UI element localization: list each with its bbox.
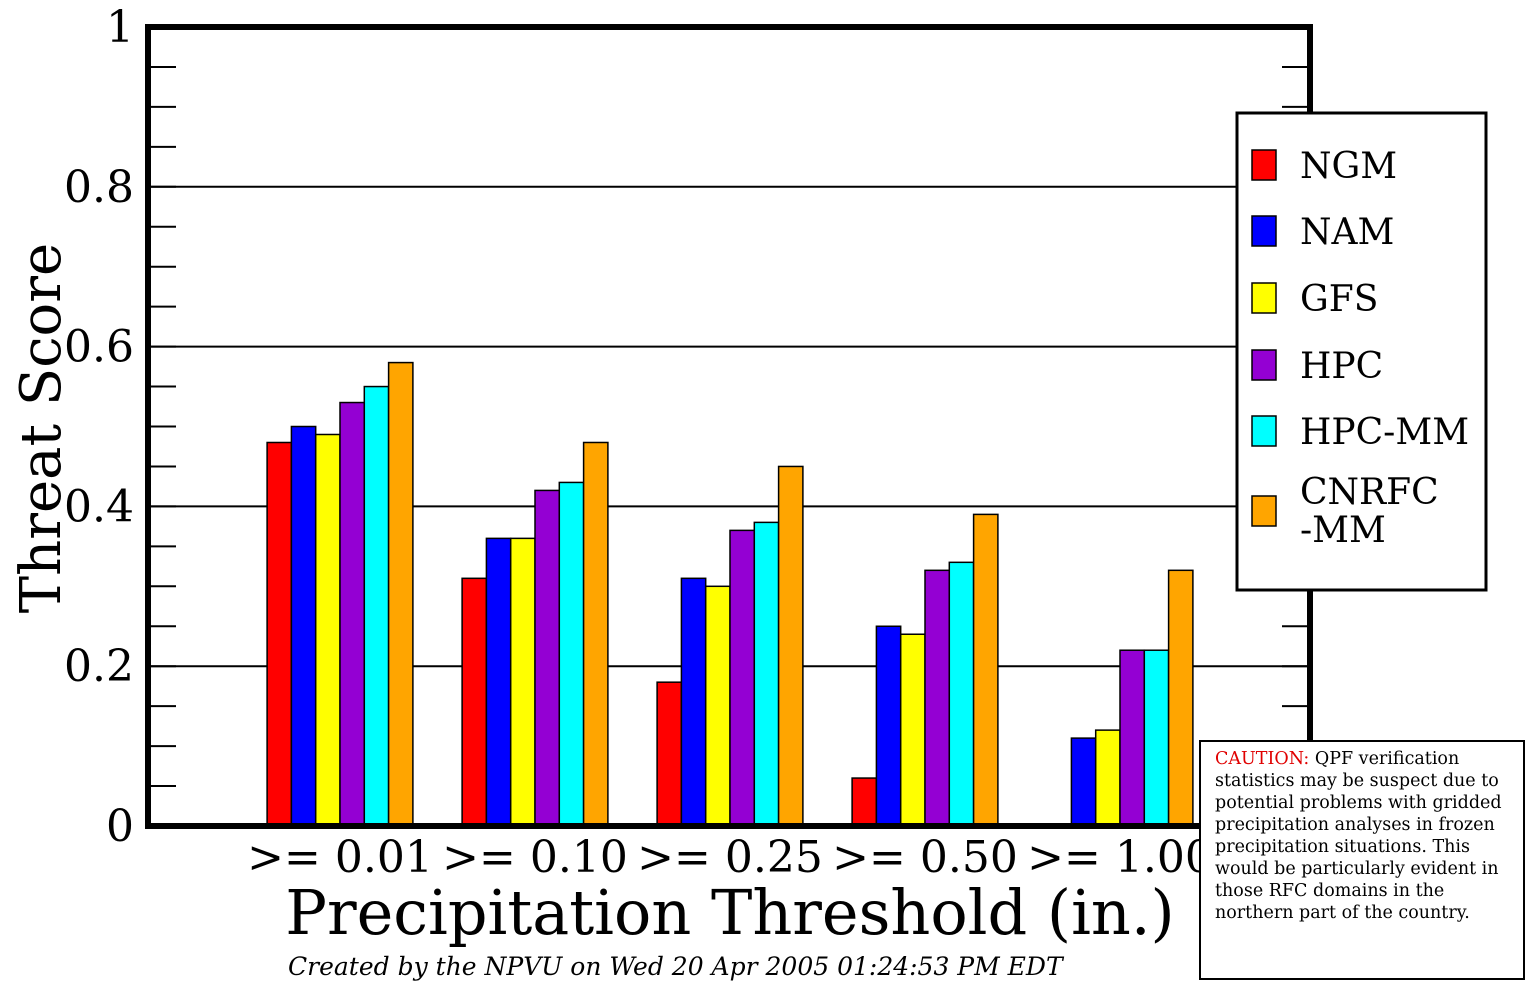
bar [387,361,414,827]
bar [777,465,804,827]
y-tick-label: 1 [106,2,134,53]
bar [1119,649,1146,827]
bar [558,481,585,827]
y-tick-label: 0.2 [64,641,134,692]
bar [266,441,293,827]
y-tick-label: 0.8 [64,162,134,213]
x-tick-label: >= 1.00 [1027,832,1213,883]
x-tick-labels: >= 0.01 >= 0.10 >= 0.25 >= 0.50 >= 1.00 [247,832,1213,883]
bar [1167,569,1194,827]
legend-label: CNRFC -MM [1300,472,1439,551]
bar [729,529,756,827]
y-axis-title: Threat Score [9,243,74,613]
legend-swatch [1251,282,1277,314]
bar [339,401,366,827]
legend-label: NGM [1300,146,1397,187]
x-tick-label: >= 0.50 [832,832,1018,883]
bar [1094,729,1121,827]
bar [680,577,707,827]
legend-label: NAM [1300,212,1394,253]
bar [899,633,926,827]
legend-label: HPC-MM [1300,412,1469,453]
legend-swatch [1251,149,1277,181]
bar [753,521,780,827]
bars [266,361,1194,827]
y-tick-label: 0.4 [64,481,134,532]
bar [461,577,488,827]
y-ticks: 0 0.2 0.4 0.6 0.8 1 [64,2,1310,852]
bar [363,385,390,827]
legend-label: HPC [1300,346,1383,387]
bar [972,513,999,827]
bar [1070,737,1097,827]
legend-swatch [1251,215,1277,247]
bar [948,561,975,827]
footer-credit: Created by the NPVU on Wed 20 Apr 2005 0… [288,952,1063,981]
legend-box [1235,111,1488,592]
bar [704,585,731,827]
caution-label: CAUTION: [1215,749,1310,769]
x-tick-label: >= 0.10 [442,832,628,883]
caution-note: CAUTION: QPF verification statistics may… [1199,740,1525,980]
legend-label: GFS [1300,279,1378,320]
bar [875,625,902,827]
bar [582,441,609,827]
bar [290,425,317,827]
bar [314,433,341,827]
legend-swatch [1251,349,1277,381]
x-axis-title: Precipitation Threshold (in.) [285,876,1174,949]
bar [534,489,561,827]
bar [509,537,536,827]
y-tick-label: 0 [106,801,134,852]
bar [1143,649,1170,827]
legend: NGM NAM GFS HPC HPC-MM CNRFC -MM [1235,111,1488,592]
bar [851,777,878,827]
bar [656,681,683,827]
bar [924,569,951,827]
y-tick-label: 0.6 [64,322,134,373]
legend-swatch [1251,415,1277,447]
legend-swatch [1251,495,1277,527]
caution-text: QPF verification statistics may be suspe… [1215,749,1502,923]
x-tick-label: >= 0.01 [247,832,433,883]
bar [485,537,512,827]
x-tick-label: >= 0.25 [637,832,823,883]
